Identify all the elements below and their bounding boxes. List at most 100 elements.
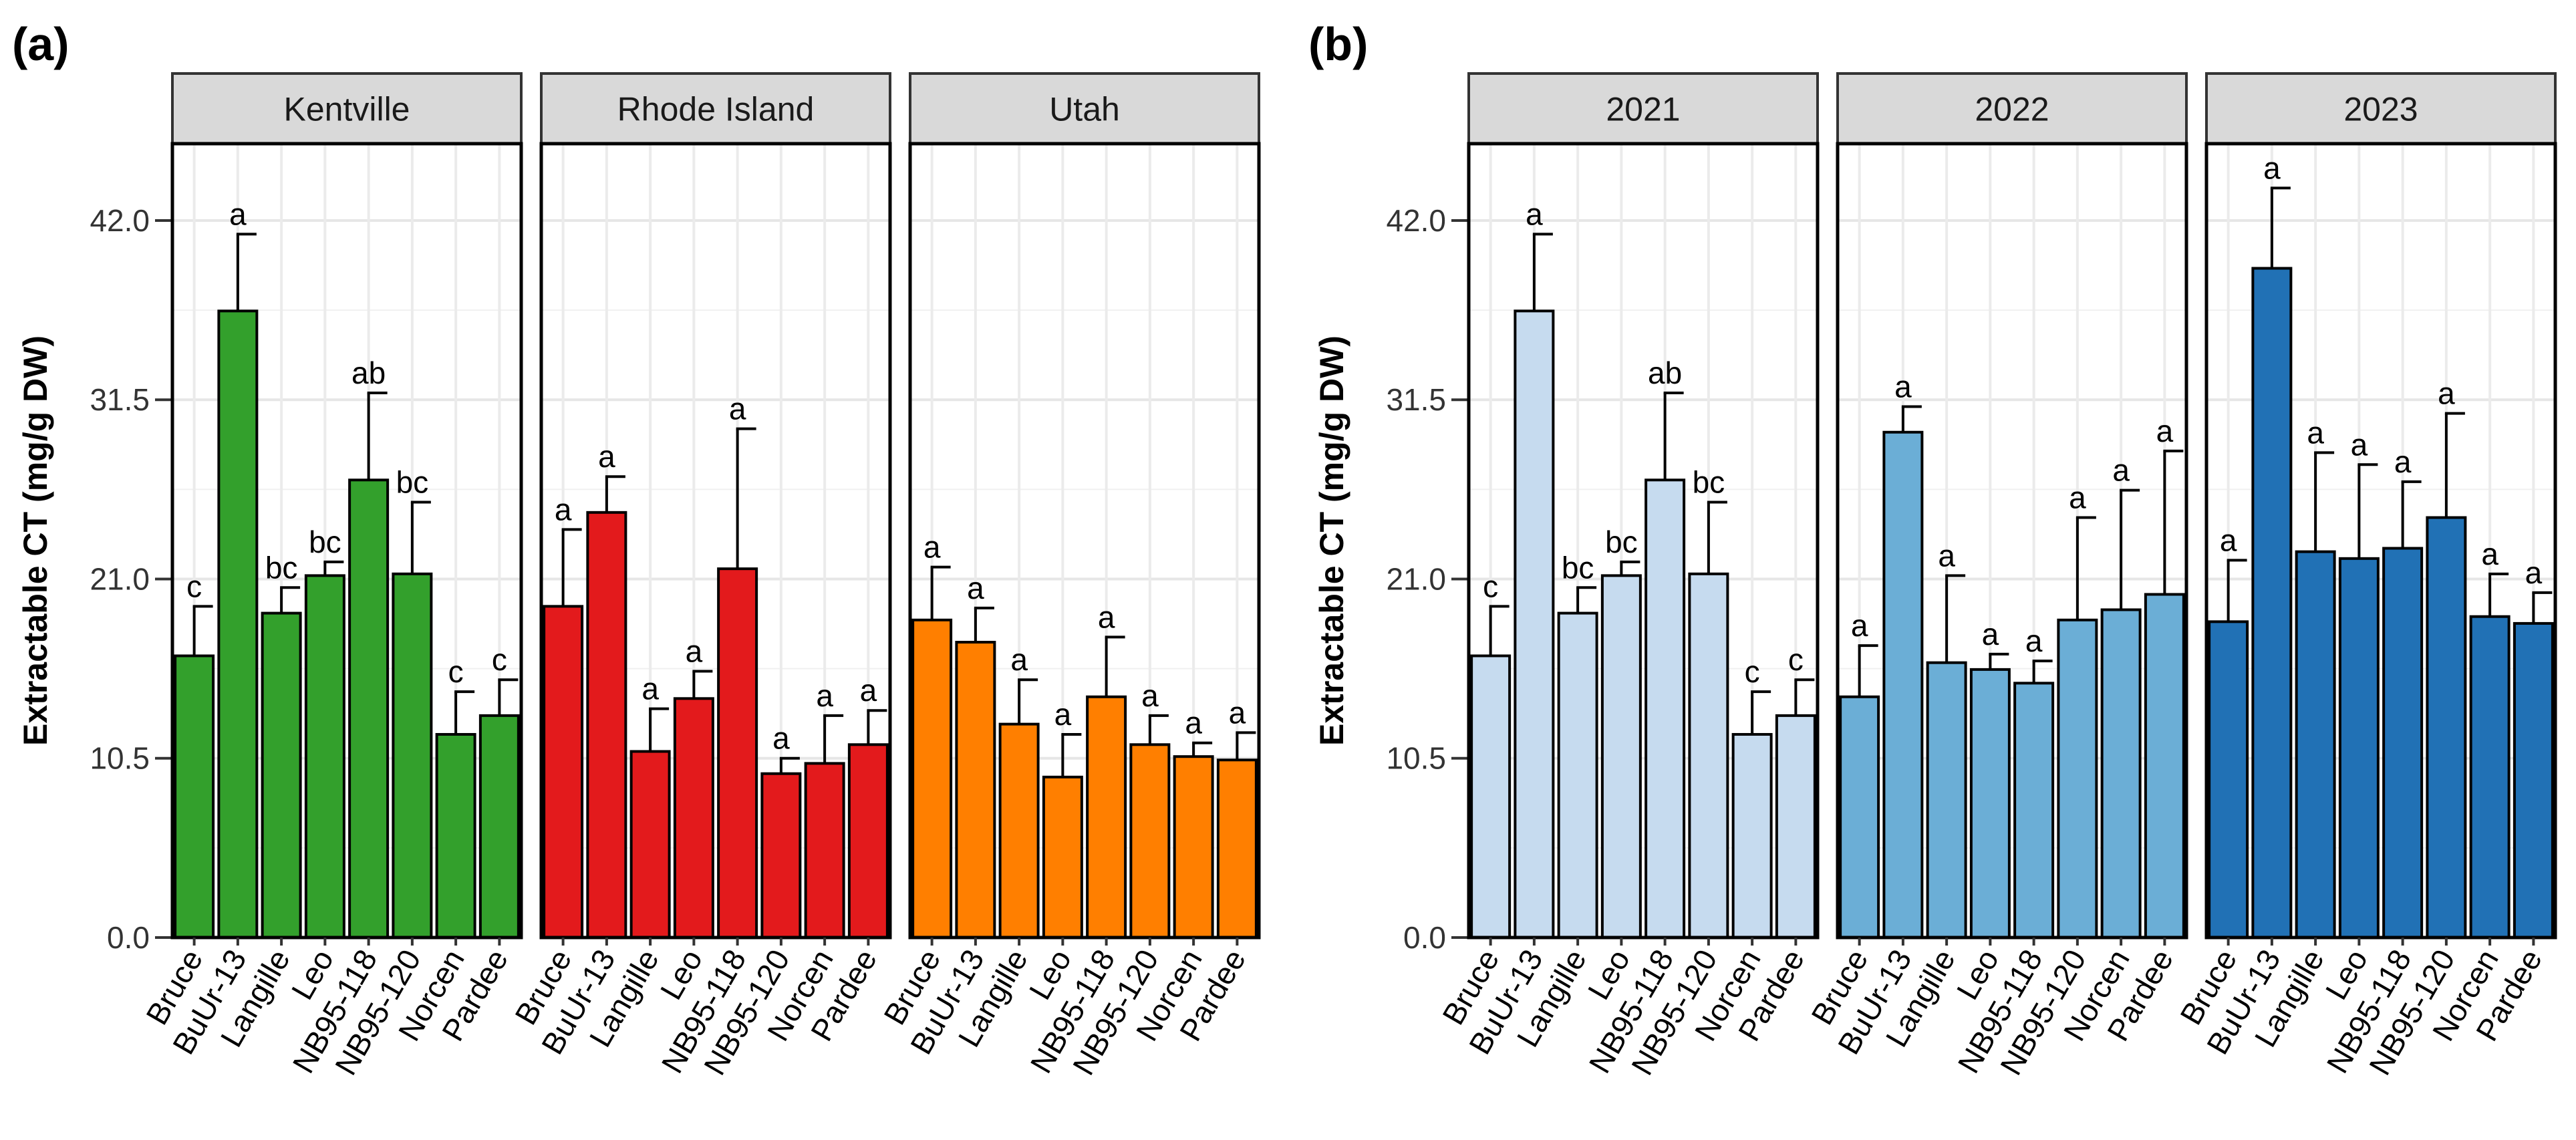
plot-border — [539, 142, 892, 940]
significance-letter: a — [967, 571, 984, 605]
facet-strip — [1836, 72, 2188, 145]
significance-letter: a — [2025, 623, 2043, 658]
significance-letter: c — [1788, 642, 1804, 677]
y-tick-label: 31.5 — [1386, 382, 1446, 417]
bar-Leo — [673, 697, 714, 940]
significance-letter: a — [2438, 376, 2455, 411]
bar-BuUr-13 — [2251, 267, 2293, 939]
significance-letter: a — [229, 196, 247, 231]
significance-letter: a — [2112, 453, 2130, 488]
significance-letter: a — [598, 439, 615, 474]
bar-Langille — [1557, 611, 1598, 939]
significance-letter: a — [555, 492, 572, 527]
bar-Bruce — [911, 618, 953, 939]
significance-letter: a — [2263, 150, 2281, 185]
significance-letter: a — [686, 633, 703, 668]
y-tick-label: 21.0 — [90, 561, 150, 596]
bar-NB95-120 — [2426, 516, 2467, 939]
bar-Bruce — [1839, 695, 1880, 939]
plot-border — [2204, 142, 2557, 940]
bar-Bruce — [1470, 654, 1512, 939]
y-tick-label: 0.0 — [1403, 920, 1446, 955]
significance-letter: a — [1894, 369, 1912, 404]
significance-letter: a — [1526, 196, 1543, 231]
panel-label: (b) — [1308, 18, 1368, 70]
bar-Leo — [304, 574, 345, 939]
bar-Langille — [2295, 550, 2336, 939]
bar-BuUr-13 — [1882, 430, 1924, 939]
bar-Norcen — [1173, 755, 1214, 940]
significance-letter: a — [1938, 538, 1955, 573]
significance-letter: a — [1098, 599, 1115, 634]
bar-NB95-120 — [2057, 618, 2098, 939]
bar-Norcen — [1731, 732, 1773, 940]
significance-letter: a — [1054, 697, 1072, 732]
y-tick-label: 42.0 — [1386, 203, 1446, 238]
facet-strip — [540, 72, 891, 145]
y-tick-label: 31.5 — [90, 382, 150, 417]
significance-letter: a — [2156, 414, 2174, 448]
bar-Pardee — [2513, 621, 2554, 939]
facet-strip — [2205, 72, 2557, 145]
significance-letter: c — [492, 642, 507, 677]
bar-Leo — [2338, 557, 2380, 939]
significance-letter: ab — [1648, 355, 1682, 390]
facet-title: 2022 — [1975, 91, 2049, 128]
significance-letter: bc — [396, 465, 429, 500]
significance-letter: c — [186, 569, 202, 603]
bar-Norcen — [2100, 608, 2142, 939]
bar-NB95-118 — [2382, 547, 2424, 939]
facet-title: Rhode Island — [617, 91, 815, 128]
significance-letter: a — [2481, 537, 2498, 571]
bar-Bruce — [2208, 620, 2249, 940]
bar-Pardee — [847, 743, 889, 939]
bar-Pardee — [478, 714, 520, 939]
y-tick-label: 10.5 — [90, 741, 150, 776]
y-tick-label: 0.0 — [107, 920, 150, 955]
y-tick-label: 21.0 — [1386, 561, 1446, 596]
significance-letter: a — [772, 721, 790, 756]
significance-letter: bc — [1693, 465, 1725, 500]
bar-Norcen — [435, 732, 476, 940]
significance-letter: bc — [1562, 550, 1594, 585]
facet-strip — [1467, 72, 1819, 145]
facet-title: Utah — [1049, 91, 1120, 128]
significance-letter: a — [2525, 555, 2543, 590]
facet-strip — [171, 72, 523, 145]
plot-border — [170, 142, 523, 940]
bar-Langille — [261, 611, 302, 939]
significance-letter: a — [1229, 695, 1246, 730]
bar-Bruce — [174, 654, 215, 939]
significance-letter: a — [2394, 444, 2412, 479]
bar-Leo — [1042, 775, 1083, 940]
plot-border — [908, 142, 1261, 940]
bar-Norcen — [804, 762, 845, 940]
significance-letter: a — [2069, 480, 2086, 515]
significance-letter: a — [1185, 706, 1202, 740]
significance-letter: a — [1010, 642, 1028, 677]
panel-label: (a) — [12, 18, 69, 70]
significance-letter: c — [1745, 654, 1760, 689]
bar-Langille — [1926, 661, 1967, 939]
significance-letter: a — [641, 672, 659, 706]
chart-panel-1: (b) Extractable CT (mg/g DW) 0.0 10.5 21.0 31… — [1308, 18, 2557, 1081]
significance-letter: c — [1483, 569, 1498, 603]
significance-letter: a — [816, 678, 833, 713]
y-tick-label: 42.0 — [90, 203, 150, 238]
bar-BuUr-13 — [586, 511, 627, 939]
y-axis-title: Extractable CT (mg/g DW) — [1313, 335, 1350, 746]
significance-letter: a — [1851, 608, 1868, 643]
significance-letter: c — [448, 654, 464, 689]
bar-Pardee — [1775, 714, 1816, 939]
facet-title: Kentville — [284, 91, 410, 128]
significance-letter: a — [860, 673, 877, 708]
chart-panel-0: (a) Extractable CT (mg/g DW) 0.0 10.5 21.0 31… — [12, 18, 1261, 1081]
bar-NB95-120 — [1129, 743, 1171, 939]
bar-Langille — [629, 750, 671, 939]
facet-strip — [909, 72, 1260, 145]
